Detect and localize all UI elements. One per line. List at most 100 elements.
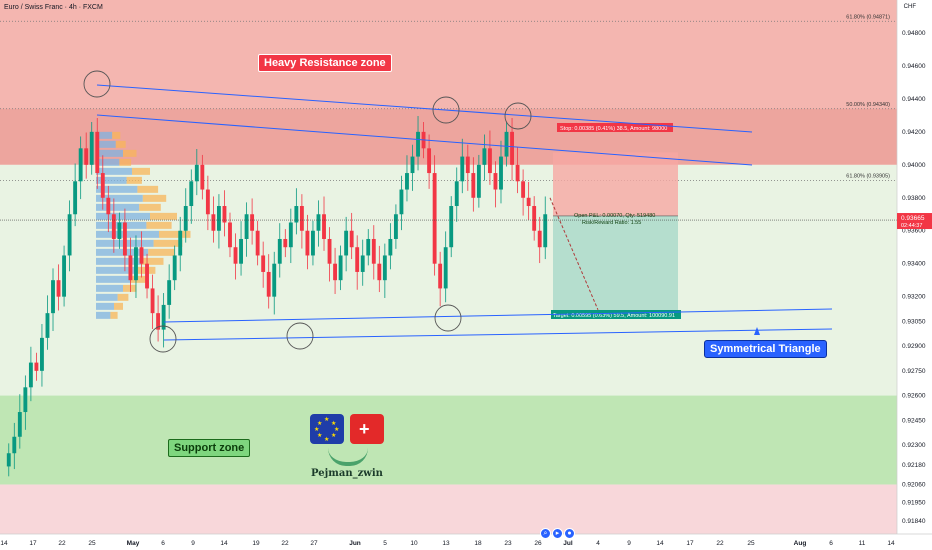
candle-body-30 bbox=[172, 255, 177, 281]
volume-bar-orange-7 bbox=[142, 194, 167, 202]
x-tick-24: 25 bbox=[747, 540, 755, 547]
volume-bar-orange-11 bbox=[159, 230, 191, 238]
volume-bar-orange-9 bbox=[150, 212, 177, 220]
x-tick-16: 23 bbox=[504, 540, 512, 547]
target-label: Target: 0.00595 (0.63%) 59.5, Amount: 10… bbox=[553, 313, 675, 319]
volume-bar-orange-8 bbox=[139, 203, 161, 211]
volume-bar-blue-1 bbox=[96, 140, 116, 148]
x-tick-5: 6 bbox=[161, 540, 165, 547]
volume-bar-orange-13 bbox=[148, 248, 175, 256]
time-axis-bg bbox=[0, 534, 932, 550]
y-tick-6: 0.93600 bbox=[902, 228, 926, 235]
touch-circle-3 bbox=[149, 325, 177, 353]
x-tick-4: May bbox=[127, 540, 140, 547]
volume-bar-blue-17 bbox=[96, 284, 123, 292]
x-tick-15: 18 bbox=[474, 540, 482, 547]
y-tick-7: 0.93400 bbox=[902, 261, 926, 268]
volume-bar-blue-16 bbox=[96, 275, 131, 283]
stop-label-bg bbox=[557, 123, 673, 132]
candle-body-4 bbox=[28, 362, 33, 388]
stop-label: Stop: 0.00385 (0.41%) 38.5, Amount: 9800… bbox=[560, 126, 667, 132]
lower-trendline bbox=[163, 328, 833, 341]
y-tick-3: 0.94200 bbox=[902, 129, 926, 136]
projected-path bbox=[549, 197, 599, 311]
play-icon[interactable]: ▸ bbox=[552, 528, 563, 539]
candle-body-46 bbox=[261, 255, 266, 272]
x-tick-8: 19 bbox=[252, 540, 260, 547]
candle-body-51 bbox=[288, 222, 293, 248]
y-tick-9: 0.93050 bbox=[902, 318, 926, 325]
volume-bar-orange-19 bbox=[114, 302, 123, 310]
x-tick-9: 22 bbox=[281, 540, 289, 547]
candle-body-21 bbox=[122, 222, 127, 256]
candle-body-34 bbox=[194, 164, 199, 182]
candle-body-35 bbox=[200, 164, 205, 190]
volume-bar-orange-20 bbox=[110, 311, 118, 319]
candle-body-40 bbox=[228, 222, 232, 248]
y-tick-10: 0.92900 bbox=[902, 343, 926, 350]
volume-bar-blue-9 bbox=[96, 212, 150, 220]
candle-body-47 bbox=[266, 271, 271, 297]
y-tick-5: 0.93800 bbox=[902, 195, 926, 202]
candle-body-27 bbox=[156, 313, 161, 330]
candle-body-14 bbox=[84, 148, 89, 165]
x-tick-17: 26 bbox=[534, 540, 542, 547]
candle-body-62 bbox=[349, 230, 354, 248]
candle-body-18 bbox=[106, 197, 111, 215]
y-tick-17: 0.91950 bbox=[902, 500, 926, 507]
volume-bar-blue-3 bbox=[96, 158, 120, 166]
candle-body-16 bbox=[95, 131, 100, 174]
symmetrical-triangle-label: Symmetrical Triangle bbox=[704, 340, 827, 358]
x-tick-19: 4 bbox=[596, 540, 600, 547]
volume-bar-blue-2 bbox=[96, 149, 123, 157]
candle-body-52 bbox=[294, 206, 299, 223]
x-tick-11: Jun bbox=[349, 540, 361, 547]
candle-body-69 bbox=[388, 238, 393, 256]
candle-body-20 bbox=[117, 222, 122, 239]
y-tick-8: 0.93200 bbox=[902, 294, 926, 301]
candle-body-93 bbox=[521, 181, 526, 198]
candle-body-17 bbox=[100, 173, 105, 198]
candle-body-8 bbox=[51, 280, 55, 314]
candle-body-70 bbox=[393, 214, 398, 239]
candle-body-23 bbox=[134, 247, 138, 281]
candle-body-54 bbox=[305, 230, 310, 256]
candle-body-10 bbox=[62, 255, 67, 297]
settings-icon[interactable]: ● bbox=[564, 528, 575, 539]
eu-flag-icon: ★ ★ ★ ★ ★ ★ ★ ★ bbox=[310, 414, 344, 444]
x-tick-23: 22 bbox=[716, 540, 724, 547]
candle-body-74 bbox=[416, 131, 420, 157]
fib-label-0: 61.80% (0.94871) bbox=[846, 14, 890, 20]
volume-bar-blue-5 bbox=[96, 176, 127, 184]
candle-body-82 bbox=[460, 156, 465, 182]
x-tick-21: 14 bbox=[656, 540, 664, 547]
currency-label: CHF bbox=[903, 4, 916, 10]
candle-body-39 bbox=[222, 206, 227, 223]
y-tick-4: 0.94000 bbox=[902, 162, 926, 169]
volume-bar-orange-0 bbox=[112, 131, 121, 139]
candle-body-95 bbox=[532, 206, 537, 231]
x-tick-27: 11 bbox=[859, 540, 866, 547]
candle-body-22 bbox=[128, 255, 133, 281]
candle-body-90 bbox=[504, 131, 509, 157]
support-zone-label: Support zone bbox=[168, 439, 251, 457]
candle-body-11 bbox=[67, 214, 72, 256]
candle-body-97 bbox=[543, 214, 548, 248]
candle-body-77 bbox=[432, 173, 437, 264]
candle-body-88 bbox=[493, 173, 498, 190]
volume-bar-orange-17 bbox=[123, 284, 137, 292]
candle-body-92 bbox=[515, 164, 520, 182]
price-axis-bg bbox=[897, 0, 932, 550]
target-box bbox=[553, 215, 678, 314]
candle-body-13 bbox=[78, 148, 83, 182]
current-price-tag bbox=[897, 213, 932, 230]
candle-body-45 bbox=[255, 230, 260, 256]
volume-bar-blue-8 bbox=[96, 203, 140, 211]
candle-body-89 bbox=[499, 156, 503, 190]
candle-body-56 bbox=[316, 214, 321, 231]
volume-bar-orange-18 bbox=[117, 293, 129, 301]
y-tick-11: 0.92750 bbox=[902, 368, 926, 375]
y-tick-2: 0.94400 bbox=[902, 96, 926, 103]
zoom-icon[interactable]: ⌕ bbox=[540, 528, 551, 539]
